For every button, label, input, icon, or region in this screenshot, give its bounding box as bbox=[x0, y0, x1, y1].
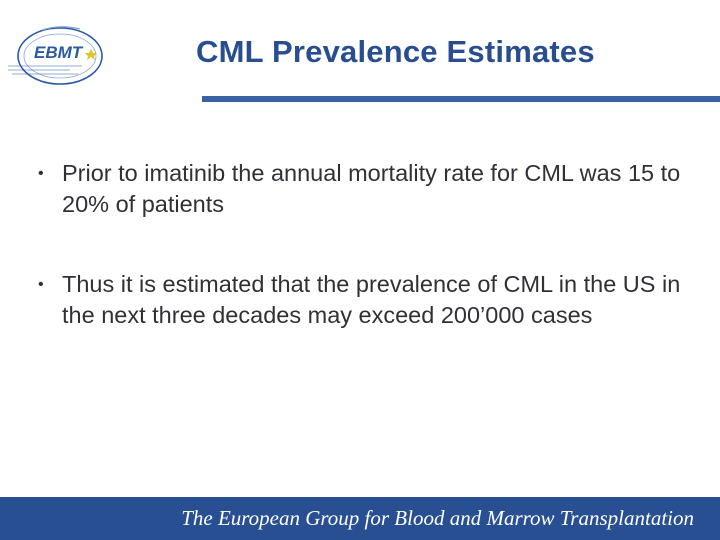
bullet-text: Thus it is estimated that the prevalence… bbox=[62, 271, 681, 328]
bullet-marker: • bbox=[38, 276, 44, 293]
bullet-item: • Thus it is estimated that the prevalen… bbox=[38, 269, 688, 331]
footer-text: The European Group for Blood and Marrow … bbox=[181, 506, 694, 530]
title-divider bbox=[202, 96, 720, 102]
bullet-text: Prior to imatinib the annual mortality r… bbox=[62, 160, 681, 217]
ebmt-logo-icon: EBMT bbox=[8, 26, 103, 85]
bullet-marker: • bbox=[38, 165, 44, 182]
bullet-list: • Prior to imatinib the annual mortality… bbox=[38, 158, 688, 331]
bullet-item: • Prior to imatinib the annual mortality… bbox=[38, 158, 688, 220]
slide-title: CML Prevalence Estimates bbox=[196, 34, 595, 69]
footer-bar: The European Group for Blood and Marrow … bbox=[0, 497, 720, 540]
logo-wordmark: EBMT bbox=[34, 43, 84, 62]
